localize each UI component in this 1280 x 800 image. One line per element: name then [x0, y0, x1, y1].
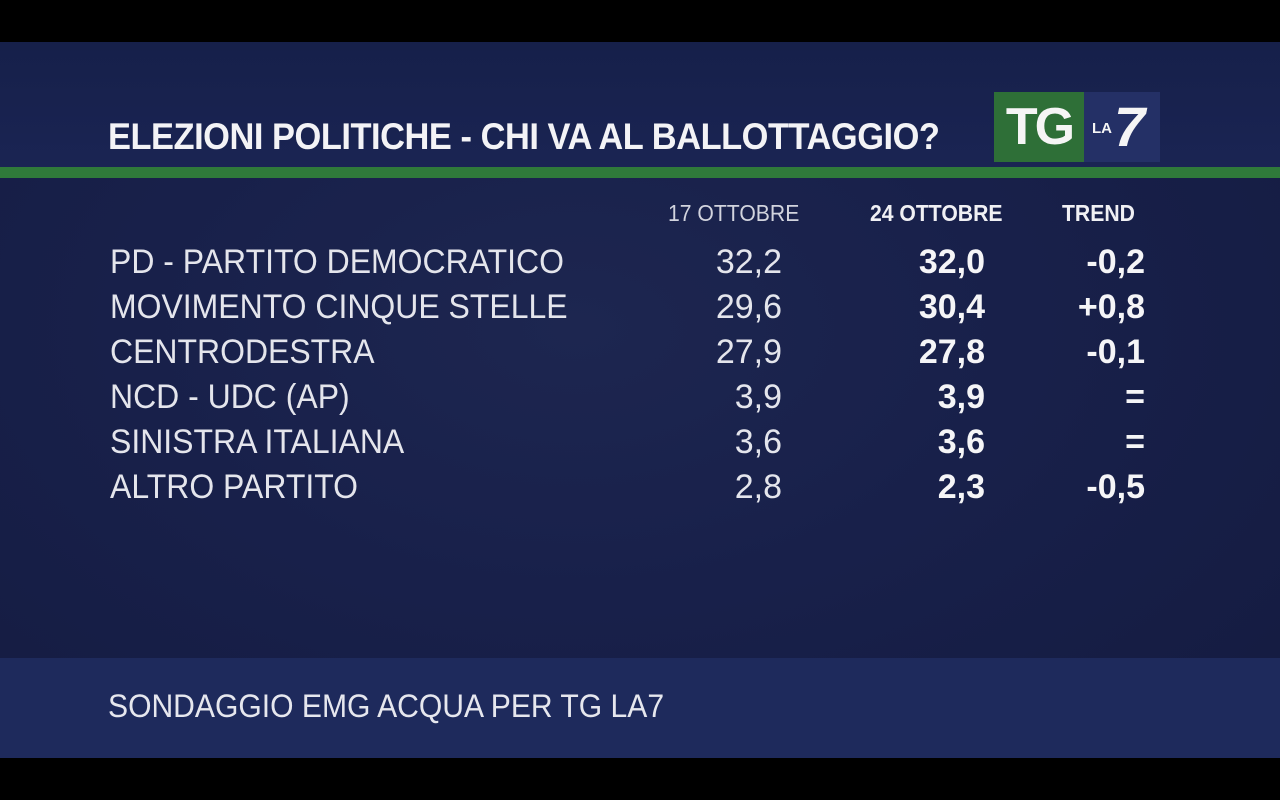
poll-table: PD - PARTITO DEMOCRATICO 32,2 32,0 -0,2 …: [0, 240, 1280, 510]
poll-title: ELEZIONI POLITICHE - CHI VA AL BALLOTTAG…: [108, 116, 940, 157]
party-name: CENTRODESTRA: [110, 333, 375, 371]
footer-band: SONDAGGIO EMG ACQUA PER TG LA7: [0, 658, 1280, 758]
value-24-ottobre: 30,4: [918, 288, 985, 326]
table-row: NCD - UDC (AP) 3,9 3,9 =: [0, 375, 1280, 420]
value-trend: =: [1125, 378, 1145, 416]
table-row: CENTRODESTRA 27,9 27,8 -0,1: [0, 330, 1280, 375]
value-17-ottobre: 2,8: [734, 468, 782, 506]
value-trend: =: [1125, 423, 1145, 461]
value-24-ottobre: 32,0: [918, 243, 985, 281]
poll-panel: ELEZIONI POLITICHE - CHI VA AL BALLOTTAG…: [0, 42, 1280, 758]
column-header-24-ottobre: 24 OTTOBRE: [870, 200, 1003, 226]
value-17-ottobre: 29,6: [715, 288, 782, 326]
green-divider: [0, 167, 1280, 178]
column-header-17-ottobre: 17 OTTOBRE: [668, 200, 800, 226]
poll-source: SONDAGGIO EMG ACQUA PER TG LA7: [108, 688, 665, 724]
value-17-ottobre: 27,9: [715, 333, 782, 371]
party-name: NCD - UDC (AP): [110, 378, 350, 416]
party-name: PD - PARTITO DEMOCRATICO: [110, 243, 564, 281]
logo-la-text: LA: [1092, 120, 1112, 137]
value-24-ottobre: 2,3: [937, 468, 985, 506]
value-trend: +0,8: [1077, 288, 1145, 326]
table-row: SINISTRA ITALIANA 3,6 3,6 =: [0, 420, 1280, 465]
party-name: SINISTRA ITALIANA: [110, 423, 405, 461]
logo-la7-block: LA 7: [1084, 92, 1160, 162]
table-row: MOVIMENTO CINQUE STELLE 29,6 30,4 +0,8: [0, 285, 1280, 330]
value-17-ottobre: 3,9: [734, 378, 782, 416]
table-row: PD - PARTITO DEMOCRATICO 32,2 32,0 -0,2: [0, 240, 1280, 285]
value-17-ottobre: 32,2: [715, 243, 782, 281]
value-trend: -0,5: [1086, 468, 1145, 506]
logo-tg-block: TG: [994, 92, 1084, 162]
value-24-ottobre: 3,9: [937, 378, 985, 416]
value-24-ottobre: 3,6: [937, 423, 985, 461]
logo-seven-text: 7: [1114, 95, 1146, 158]
value-24-ottobre: 27,8: [918, 333, 985, 371]
column-header-trend: TREND: [1062, 200, 1135, 226]
tg-la7-logo: TG LA 7: [994, 92, 1160, 162]
value-trend: -0,2: [1086, 243, 1145, 281]
party-name: ALTRO PARTITO: [110, 468, 359, 506]
value-trend: -0,1: [1086, 333, 1145, 371]
table-row: ALTRO PARTITO 2,8 2,3 -0,5: [0, 465, 1280, 510]
party-name: MOVIMENTO CINQUE STELLE: [110, 288, 568, 326]
value-17-ottobre: 3,6: [734, 423, 782, 461]
